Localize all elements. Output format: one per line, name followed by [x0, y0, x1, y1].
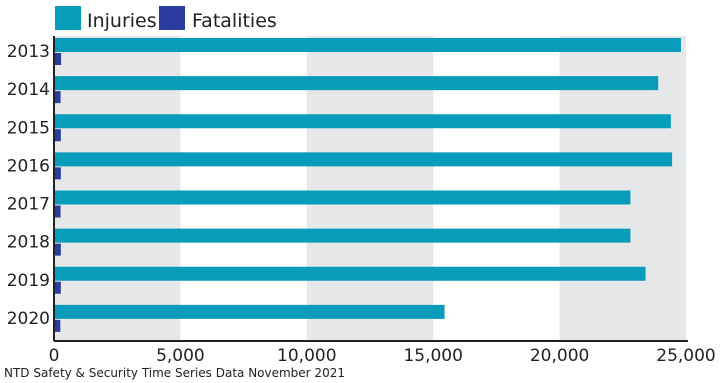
legend-label-injuries: Injuries	[87, 10, 157, 32]
y-label-2016: 2016	[7, 156, 50, 176]
x-tick-label: 5,000	[156, 346, 205, 366]
x-tick-label: 10,000	[277, 346, 336, 366]
bar-injuries-2013	[54, 38, 681, 52]
bar-injuries-2014	[54, 76, 659, 91]
bar-fatalities-2013	[54, 53, 62, 65]
y-label-2020: 2020	[7, 309, 50, 329]
y-label-2014: 2014	[7, 80, 50, 100]
bars	[54, 38, 681, 332]
legend-swatch-injuries	[55, 6, 81, 30]
legend-label-fatalities: Fatalities	[192, 10, 277, 32]
bar-injuries-2015	[54, 114, 671, 129]
bar-fatalities-2015	[54, 129, 61, 142]
legend-swatch-fatalities	[159, 6, 185, 30]
legend: Injuries Fatalities	[55, 6, 277, 32]
y-label-2015: 2015	[7, 118, 50, 138]
bar-injuries-2017	[54, 190, 631, 205]
y-label-2017: 2017	[7, 195, 50, 215]
x-tick-label: 0	[49, 346, 60, 366]
bar-injuries-2020	[54, 304, 445, 319]
bar-fatalities-2019	[54, 281, 61, 294]
y-label-2018: 2018	[7, 233, 50, 253]
y-label-2019: 2019	[7, 271, 50, 291]
x-tick-label: 20,000	[530, 346, 589, 366]
x-axis-labels: 0 5,000 10,000 15,000 20,000 25,000	[49, 346, 716, 366]
x-tick-label: 15,000	[403, 346, 462, 366]
bar-fatalities-2018	[54, 243, 61, 256]
bar-fatalities-2020	[54, 319, 61, 332]
y-label-2013: 2013	[7, 42, 50, 62]
source-note: NTD Safety & Security Time Series Data N…	[4, 366, 345, 380]
x-tick-label: 25,000	[656, 346, 715, 366]
bar-injuries-2019	[54, 266, 646, 281]
y-axis-labels: 2013 2014 2015 2016 2017 2018 2019 2020	[7, 42, 50, 329]
bar-injuries-2016	[54, 152, 673, 167]
bar-fatalities-2014	[54, 91, 61, 104]
bar-fatalities-2017	[54, 205, 61, 218]
bar-injuries-2018	[54, 228, 631, 243]
bar-fatalities-2016	[54, 167, 61, 180]
